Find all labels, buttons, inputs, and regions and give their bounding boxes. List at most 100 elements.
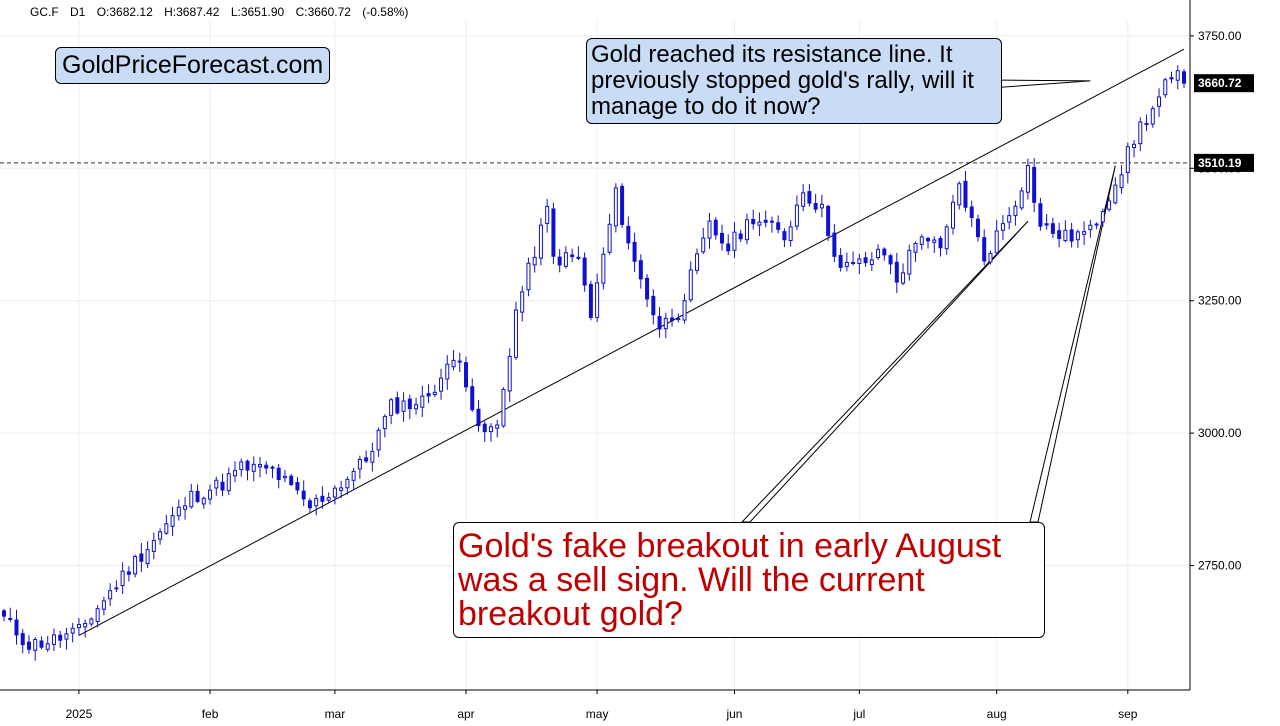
candle-body [563,252,568,267]
chart-header: GC.F D1 O:3682.12 H:3687.42 L:3651.90 C:… [30,5,416,19]
candle-body [289,475,294,485]
candle-body [389,399,394,416]
candle-body [1082,231,1087,235]
y-tick-label: 3000.00 [1198,426,1242,440]
candle-body [264,464,269,469]
candle-body [769,220,774,223]
price-label: 3660.72 [1198,76,1242,90]
candle-body [576,256,581,259]
candle-body [1182,71,1186,84]
candle-body [994,230,999,254]
candle-body [813,203,818,210]
candle-body [1107,200,1112,210]
candle-body [507,355,512,392]
candle-body [314,498,319,507]
candle-body [601,253,606,284]
candle-body [1138,121,1143,145]
candle-body [176,506,181,517]
candle-body [439,377,444,392]
candle-body [707,220,712,239]
candle-body [1013,205,1018,217]
candle-body [126,571,131,575]
candle-body [270,466,275,469]
candle-body [620,185,625,225]
candle-body [626,225,631,244]
candle-body [151,540,156,552]
candle-body [1119,174,1124,189]
candle-body [1088,224,1093,231]
candle-body [651,295,656,316]
candle-body [220,481,225,491]
candle-body [1000,223,1005,231]
candle-body [239,461,244,470]
x-tick-label: feb [202,707,219,721]
x-tick-label: 2025 [66,707,93,721]
candle-body [1069,229,1074,242]
candle-body [532,256,537,266]
candle-body [120,570,125,587]
symbol: GC.F [30,5,59,19]
candle-body [189,490,194,508]
candle-body [114,587,119,590]
x-axis: 2025 feb mar apr may jun jul aug sep [66,690,1138,721]
candle-body [1032,166,1037,203]
candle-body [257,464,262,468]
timeframe: D1 [70,5,86,19]
candle-body [70,627,75,634]
candle-body [95,608,100,622]
candle-body [907,249,912,275]
candle-body [894,261,899,283]
candle-body [663,317,668,330]
candle-body [301,490,306,500]
candle-body [183,505,188,510]
candle-body [844,261,849,267]
candle-body [882,248,887,256]
resistance-trendline [78,48,1185,636]
candle-body [339,487,344,491]
candle-body [876,248,881,259]
candle-body [195,490,200,502]
candle-body [370,450,375,463]
candle-body [488,426,493,433]
candle-body [607,223,612,253]
candle-body [414,404,419,410]
candle-body [401,400,406,412]
y-tick-label: 2750.00 [1198,559,1242,573]
candle-body [133,556,138,575]
candle-body [332,487,337,498]
candle-body [1063,229,1068,241]
candle-body [557,256,562,266]
candle-body [526,262,531,291]
candle-body [963,180,968,208]
candle-body [570,254,575,258]
candle-body [794,204,799,227]
candle-body [282,475,287,479]
candle-body [988,252,993,263]
candle-body [464,362,469,388]
candle-body [1163,79,1168,96]
candle-body [1125,146,1130,173]
candlesticks [2,65,1186,661]
candle-body [888,255,893,265]
candle-body [39,640,44,648]
candle-body [33,639,38,651]
candle-body [26,641,31,650]
candle-body [158,531,163,540]
candle-body [826,205,831,236]
candle-body [819,203,824,209]
candle-body [788,226,793,241]
candle-body [782,231,787,241]
candle-body [201,497,206,505]
price-label-box [1194,153,1254,172]
candle-body [763,219,768,223]
x-tick-label: jul [852,707,865,721]
candle-body [226,473,231,492]
candle-body [757,221,762,226]
candle-body [1150,108,1155,125]
candle-body [251,463,256,472]
candle-body [307,500,312,509]
candle-body [863,257,868,264]
candle-body [451,359,456,368]
x-tick-label: aug [987,707,1007,721]
breakout-callout-pointer [740,220,1029,523]
